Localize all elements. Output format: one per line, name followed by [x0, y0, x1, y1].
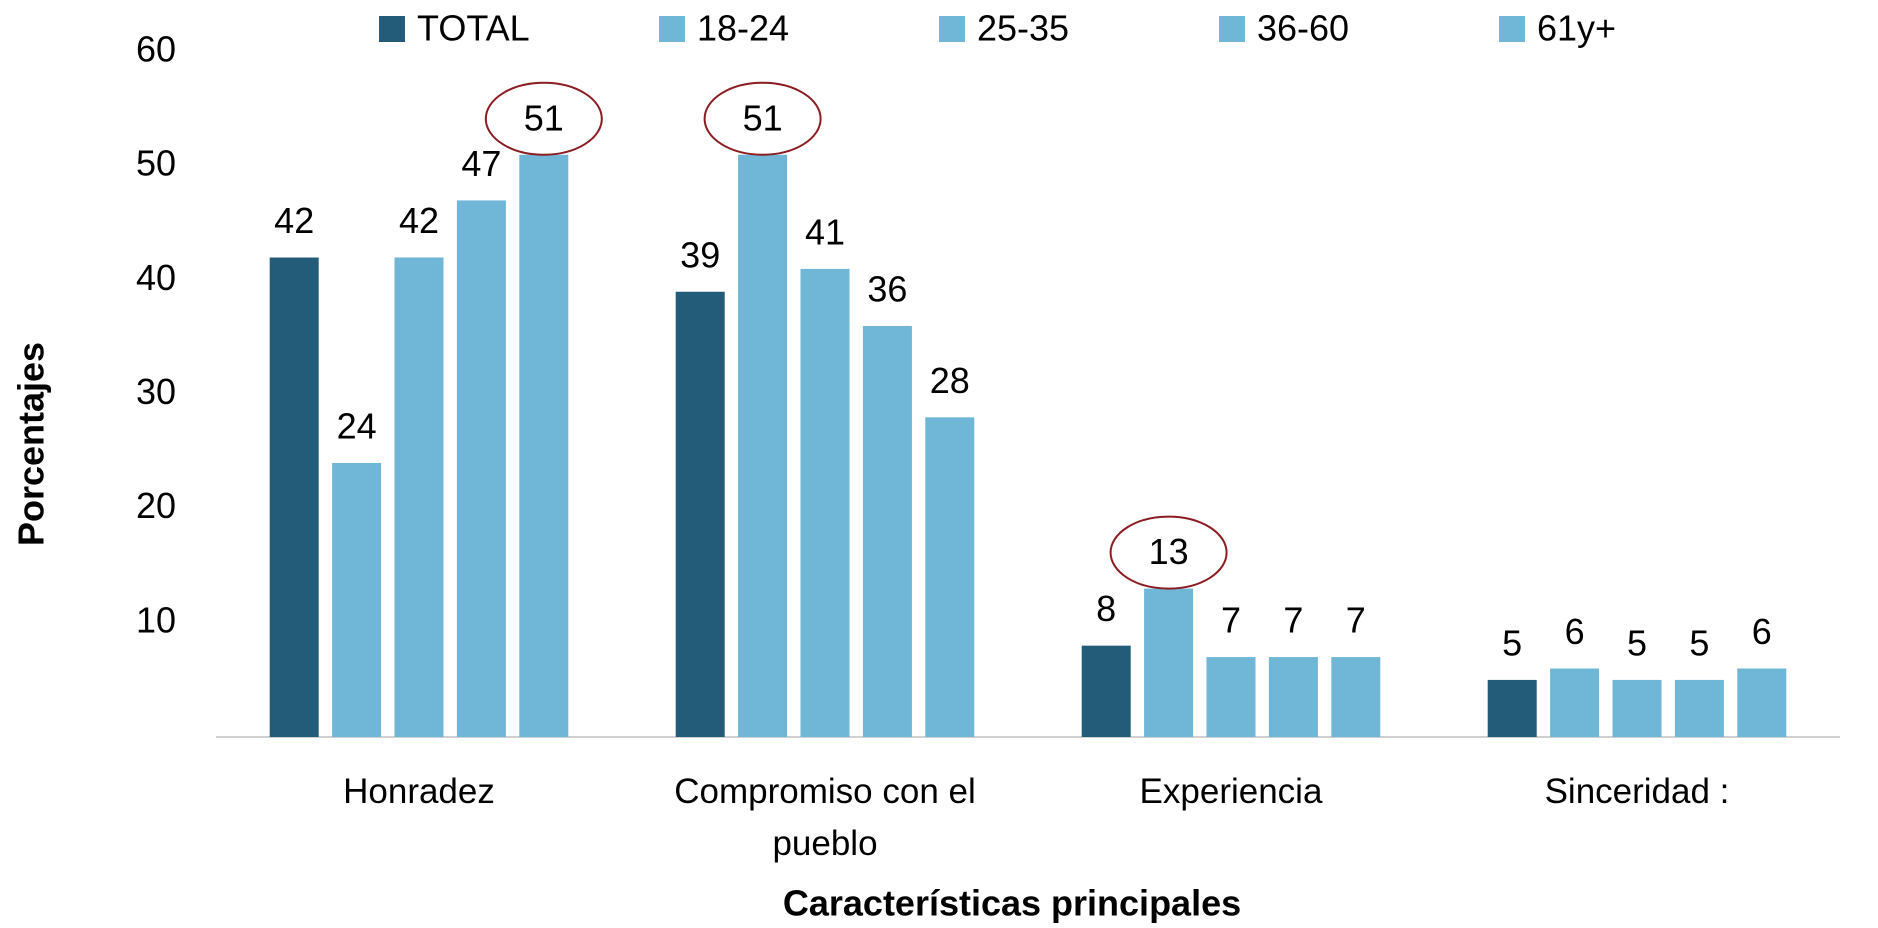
bar [1487, 679, 1537, 737]
highlight-ring [484, 81, 603, 156]
value-label: 5 [1627, 622, 1647, 663]
x-tick-label: Compromiso con el pueblo [674, 772, 976, 863]
bar [862, 326, 912, 737]
legend-swatch [379, 16, 405, 42]
legend-label: 61y+ [1537, 8, 1616, 49]
highlight-ring [703, 81, 822, 156]
y-tick-label: 50 [136, 143, 176, 184]
y-tick-label: 40 [136, 257, 176, 298]
value-label: 42 [274, 200, 314, 241]
bar [456, 200, 506, 737]
bar [675, 291, 725, 737]
bar [519, 154, 569, 737]
bar [1737, 668, 1787, 737]
bar [1550, 668, 1600, 737]
value-label: 13 [1149, 531, 1189, 572]
bar [1674, 679, 1724, 737]
value-label: 6 [1565, 611, 1585, 652]
value-label: 7 [1221, 600, 1241, 641]
value-label: 39 [680, 234, 720, 275]
y-tick-label: 30 [136, 371, 176, 412]
bar [394, 257, 444, 737]
bar [332, 463, 382, 737]
value-label: 24 [337, 406, 377, 447]
bar [738, 154, 788, 737]
highlight-ring [1109, 515, 1228, 590]
legend-label: 18-24 [697, 8, 789, 49]
x-tick-label: Honradez [343, 772, 495, 811]
bar [1206, 657, 1256, 737]
y-tick-label: 20 [136, 485, 176, 526]
legend-label: 25-35 [977, 8, 1069, 49]
bar [1612, 679, 1662, 737]
bar [1331, 657, 1381, 737]
bar [269, 257, 319, 737]
bar [1268, 657, 1318, 737]
bar [925, 417, 975, 737]
value-label: 28 [930, 360, 970, 401]
value-label: 41 [805, 211, 845, 252]
y-tick-label: 10 [136, 599, 176, 640]
bar [800, 268, 850, 737]
legend-label: 36-60 [1257, 8, 1349, 49]
bar [1144, 588, 1194, 737]
value-label: 42 [399, 200, 439, 241]
value-label: 51 [524, 97, 564, 138]
value-label: 6 [1752, 611, 1772, 652]
x-axis-label: Características principales [783, 883, 1241, 924]
legend-swatch [659, 16, 685, 42]
x-tick-label: Experiencia [1139, 772, 1323, 811]
value-label: 36 [867, 269, 907, 310]
y-axis-label: Porcentajes [11, 342, 52, 546]
value-label: 7 [1346, 600, 1366, 641]
legend-swatch [1219, 16, 1245, 42]
value-label: 5 [1502, 622, 1522, 663]
value-label: 51 [743, 97, 783, 138]
value-label: 5 [1689, 622, 1709, 663]
value-label: 7 [1283, 600, 1303, 641]
value-label: 8 [1096, 588, 1116, 629]
legend-label: TOTAL [417, 8, 530, 49]
x-tick-label: Sinceridad : [1544, 772, 1730, 811]
legend-swatch [939, 16, 965, 42]
legend-swatch [1499, 16, 1525, 42]
y-tick-label: 60 [136, 29, 176, 70]
bar [1081, 645, 1131, 737]
value-label: 47 [461, 143, 501, 184]
